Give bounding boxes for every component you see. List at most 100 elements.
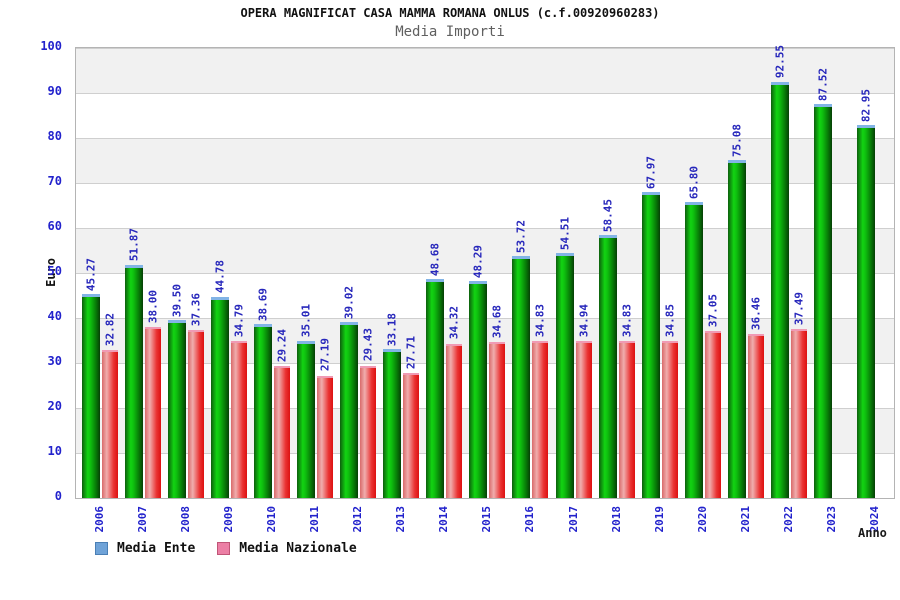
year-group-2020: 65.80 37.05 2020: [679, 48, 722, 533]
bar-media-nazionale-2018: 34.83: [618, 304, 635, 498]
bar-value-label: 39.50: [170, 284, 184, 318]
bar-media-nazionale-2007: 38.00: [145, 290, 162, 498]
bar-media-nazionale-2006: 32.82: [102, 313, 118, 498]
bar-media-ente-2021: 75.08: [727, 124, 746, 498]
bar-value-label: 32.82: [103, 313, 117, 347]
bar-value-label: 48.29: [471, 244, 485, 278]
bar-value-label: 38.00: [146, 289, 160, 323]
y-tick-label-30: 30: [47, 354, 62, 368]
x-tick-label-2023: 2023: [824, 506, 838, 533]
legend-item-media-ente: Media Ente: [95, 541, 195, 556]
year-group-2013: 33.18 27.71 2013: [377, 48, 420, 533]
year-group-2008: 39.50 37.36 2008: [162, 48, 205, 533]
bar-value-label: 29.24: [275, 329, 289, 363]
bar-value-label: 92.55: [773, 45, 787, 79]
bar-media-nazionale-2013: 27.71: [403, 336, 420, 498]
bar-media-ente-2024: 82.95: [856, 89, 875, 498]
year-group-2012: 39.02 29.43 2012: [334, 48, 377, 533]
year-group-2010: 38.69 29.24 2010: [248, 48, 291, 533]
bar-media-nazionale-2010: 29.24: [274, 329, 291, 498]
x-axis-title: Anno: [858, 526, 887, 540]
bar-value-label: 29.43: [361, 328, 375, 362]
year-group-2016: 53.72 34.83 2016: [506, 48, 549, 533]
y-tick-label-40: 40: [47, 309, 62, 323]
bar-value-label: 44.78: [213, 260, 227, 294]
bar-value-label: 53.72: [514, 220, 528, 254]
plot-area: 45.27 32.82 2006 51.87 38.00 2007 39.50 37.36 20…: [75, 45, 895, 533]
x-tick-label-2021: 2021: [738, 506, 752, 533]
x-tick-label-2008: 2008: [179, 506, 193, 533]
bar-media-ente-2007: 51.87: [125, 228, 144, 498]
legend-label-media-ente: Media Ente: [117, 541, 196, 556]
x-tick-label-2016: 2016: [523, 506, 537, 533]
bar-media-ente-2023: 87.52: [813, 68, 832, 498]
bar-value-label: 27.19: [318, 338, 332, 372]
bar-value-label: 39.02: [342, 286, 356, 320]
bar-media-ente-2022: 92.55: [770, 45, 789, 498]
x-tick-label-2013: 2013: [394, 506, 408, 533]
bar-value-label: 75.08: [730, 123, 744, 158]
bar-media-nazionale-2011: 27.19: [317, 338, 334, 498]
year-group-2018: 58.45 34.83 2018: [593, 48, 636, 533]
bar-value-label: 34.83: [620, 304, 634, 338]
bar-media-ente-2018: 58.45: [598, 199, 617, 498]
chart-title: OPERA MAGNIFICAT CASA MAMMA ROMANA ONLUS…: [240, 6, 660, 20]
bar-media-ente-2016: 53.72: [512, 220, 531, 498]
bar-value-label: 65.80: [687, 165, 701, 199]
bar-media-ente-2010: 38.69: [254, 288, 273, 498]
bar-media-nazionale-2008: 37.36: [188, 293, 205, 498]
bar-media-nazionale-2014: 34.32: [446, 306, 463, 498]
y-tick-label-70: 70: [47, 174, 62, 188]
y-tick-label-10: 10: [47, 444, 62, 458]
bar-value-label: 27.71: [404, 336, 418, 370]
x-tick-label-2022: 2022: [781, 506, 795, 533]
bar-media-nazionale-2017: 34.94: [575, 304, 592, 498]
year-group-2006: 45.27 32.82 2006: [76, 48, 119, 533]
y-tick-label-90: 90: [47, 84, 62, 98]
bar-value-label: 58.45: [601, 198, 615, 232]
x-tick-label-2019: 2019: [652, 506, 666, 533]
bar-value-label: 34.85: [663, 304, 677, 338]
bar-value-label: 67.97: [644, 155, 658, 190]
bar-media-ente-2017: 54.51: [555, 217, 574, 498]
y-tick-label-0: 0: [54, 489, 62, 503]
y-tick-label-100: 100: [40, 39, 62, 53]
bar-value-label: 35.01: [299, 304, 313, 338]
y-tick-label-80: 80: [47, 129, 62, 143]
bar-value-label: 34.32: [447, 306, 461, 340]
bar-media-ente-2013: 33.18: [383, 313, 402, 498]
year-group-2011: 35.01 27.19 2011: [291, 48, 334, 533]
bar-value-label: 54.51: [558, 216, 572, 250]
y-axis-tick-labels: 0 10 20 30 40 50 60 70 80 90 100: [0, 39, 68, 503]
year-group-2014: 48.68 34.32 2014: [420, 48, 463, 533]
bar-value-label: 48.68: [428, 242, 442, 276]
bar-media-nazionale-2020: 37.05: [704, 294, 721, 498]
x-tick-label-2014: 2014: [437, 506, 451, 533]
legend: Media Ente Media Nazionale: [95, 541, 379, 556]
year-group-2015: 48.29 34.68 2015: [463, 48, 506, 533]
bar-value-label: 51.87: [127, 228, 141, 262]
bar-value-label: 34.94: [577, 303, 591, 337]
legend-swatch-media-ente-icon: [95, 542, 108, 555]
year-group-2007: 51.87 38.00 2007: [119, 48, 162, 533]
bar-value-label: 37.49: [792, 292, 806, 326]
x-tick-label-2006: 2006: [93, 506, 106, 533]
y-tick-label-50: 50: [47, 264, 62, 278]
x-tick-label-2011: 2011: [308, 506, 322, 533]
bar-media-ente-2014: 48.68: [426, 243, 445, 498]
x-tick-label-2009: 2009: [222, 506, 236, 533]
bar-value-label: 37.05: [706, 294, 720, 328]
legend-swatch-media-nazionale-icon: [217, 542, 231, 555]
x-tick-label-2007: 2007: [136, 506, 150, 533]
legend-item-media-nazionale: Media Nazionale: [217, 541, 357, 556]
bar-media-ente-2009: 44.78: [211, 260, 230, 498]
year-group-2021: 75.08 36.46 2021: [722, 48, 765, 533]
bar-media-nazionale-2019: 34.85: [661, 304, 678, 498]
x-tick-label-2010: 2010: [265, 506, 279, 533]
bar-media-ente-2019: 67.97: [641, 156, 660, 498]
year-group-2017: 54.51 34.94 2017: [550, 48, 593, 533]
x-tick-label-2015: 2015: [480, 506, 494, 533]
x-tick-label-2020: 2020: [695, 506, 709, 533]
bar-media-nazionale-2009: 34.79: [231, 304, 248, 498]
